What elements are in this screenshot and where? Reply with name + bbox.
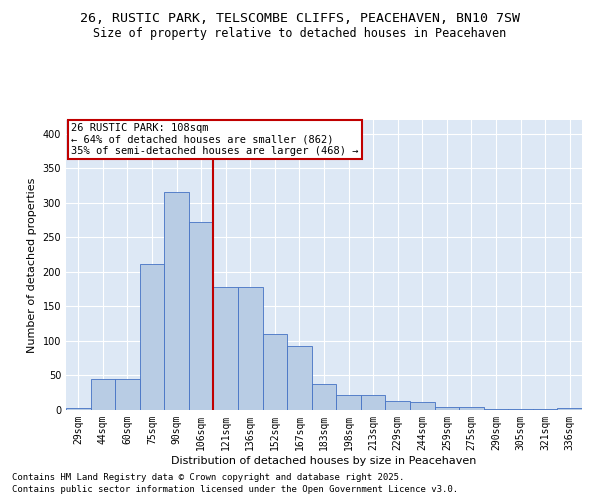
Text: Size of property relative to detached houses in Peacehaven: Size of property relative to detached ho… (94, 28, 506, 40)
Bar (336, 395, 361, 410)
Bar (214, 287, 238, 410)
Bar (459, 406, 484, 410)
Text: Contains HM Land Registry data © Crown copyright and database right 2025.: Contains HM Land Registry data © Crown c… (12, 474, 404, 482)
Text: Contains public sector information licensed under the Open Government Licence v3: Contains public sector information licen… (12, 485, 458, 494)
Bar (189, 222, 214, 410)
Bar (361, 395, 385, 410)
Text: 26 RUSTIC PARK: 108sqm
← 64% of detached houses are smaller (862)
35% of semi-de: 26 RUSTIC PARK: 108sqm ← 64% of detached… (71, 123, 359, 156)
Bar (140, 264, 164, 410)
X-axis label: Distribution of detached houses by size in Peacehaven: Distribution of detached houses by size … (172, 456, 476, 466)
Bar (312, 384, 336, 410)
Bar (66, 408, 91, 410)
Bar (287, 346, 312, 410)
Bar (238, 287, 263, 410)
Bar (385, 401, 410, 410)
Bar (91, 379, 115, 410)
Bar (263, 334, 287, 410)
Bar (434, 406, 459, 410)
Bar (557, 408, 582, 410)
Bar (164, 192, 189, 410)
Y-axis label: Number of detached properties: Number of detached properties (27, 178, 37, 352)
Bar (115, 379, 140, 410)
Text: 26, RUSTIC PARK, TELSCOMBE CLIFFS, PEACEHAVEN, BN10 7SW: 26, RUSTIC PARK, TELSCOMBE CLIFFS, PEACE… (80, 12, 520, 26)
Bar (410, 402, 434, 410)
